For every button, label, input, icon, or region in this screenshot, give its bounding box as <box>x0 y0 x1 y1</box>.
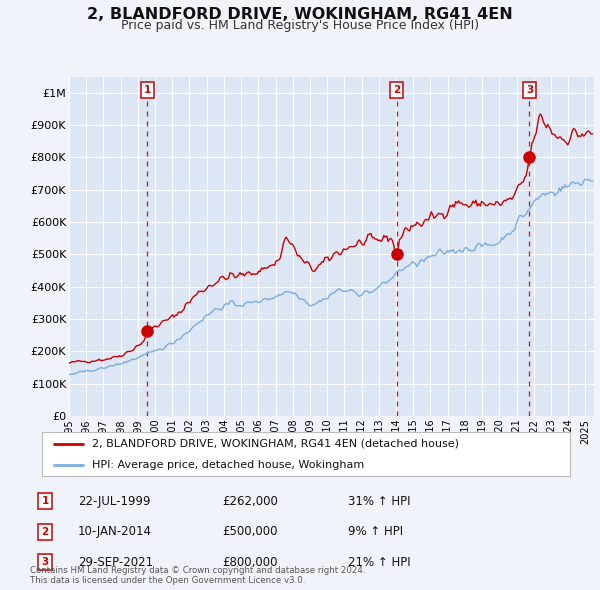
Text: 3: 3 <box>526 85 533 95</box>
Text: 10-JAN-2014: 10-JAN-2014 <box>78 525 152 538</box>
Text: 2, BLANDFORD DRIVE, WOKINGHAM, RG41 4EN (detached house): 2, BLANDFORD DRIVE, WOKINGHAM, RG41 4EN … <box>92 439 459 449</box>
Text: 9% ↑ HPI: 9% ↑ HPI <box>348 525 403 538</box>
Text: Price paid vs. HM Land Registry's House Price Index (HPI): Price paid vs. HM Land Registry's House … <box>121 19 479 32</box>
Text: 29-SEP-2021: 29-SEP-2021 <box>78 556 153 569</box>
Text: £262,000: £262,000 <box>222 494 278 507</box>
Text: 3: 3 <box>41 558 49 568</box>
Text: Contains HM Land Registry data © Crown copyright and database right 2024.
This d: Contains HM Land Registry data © Crown c… <box>30 566 365 585</box>
Text: 1: 1 <box>41 496 49 506</box>
Text: HPI: Average price, detached house, Wokingham: HPI: Average price, detached house, Woki… <box>92 460 364 470</box>
Text: 2, BLANDFORD DRIVE, WOKINGHAM, RG41 4EN: 2, BLANDFORD DRIVE, WOKINGHAM, RG41 4EN <box>87 7 513 22</box>
Text: 2: 2 <box>41 527 49 537</box>
Text: 22-JUL-1999: 22-JUL-1999 <box>78 494 151 507</box>
Text: £500,000: £500,000 <box>222 525 277 538</box>
Text: 31% ↑ HPI: 31% ↑ HPI <box>348 494 410 507</box>
Text: 1: 1 <box>143 85 151 95</box>
Text: 21% ↑ HPI: 21% ↑ HPI <box>348 556 410 569</box>
Text: 2: 2 <box>393 85 400 95</box>
Text: £800,000: £800,000 <box>222 556 277 569</box>
